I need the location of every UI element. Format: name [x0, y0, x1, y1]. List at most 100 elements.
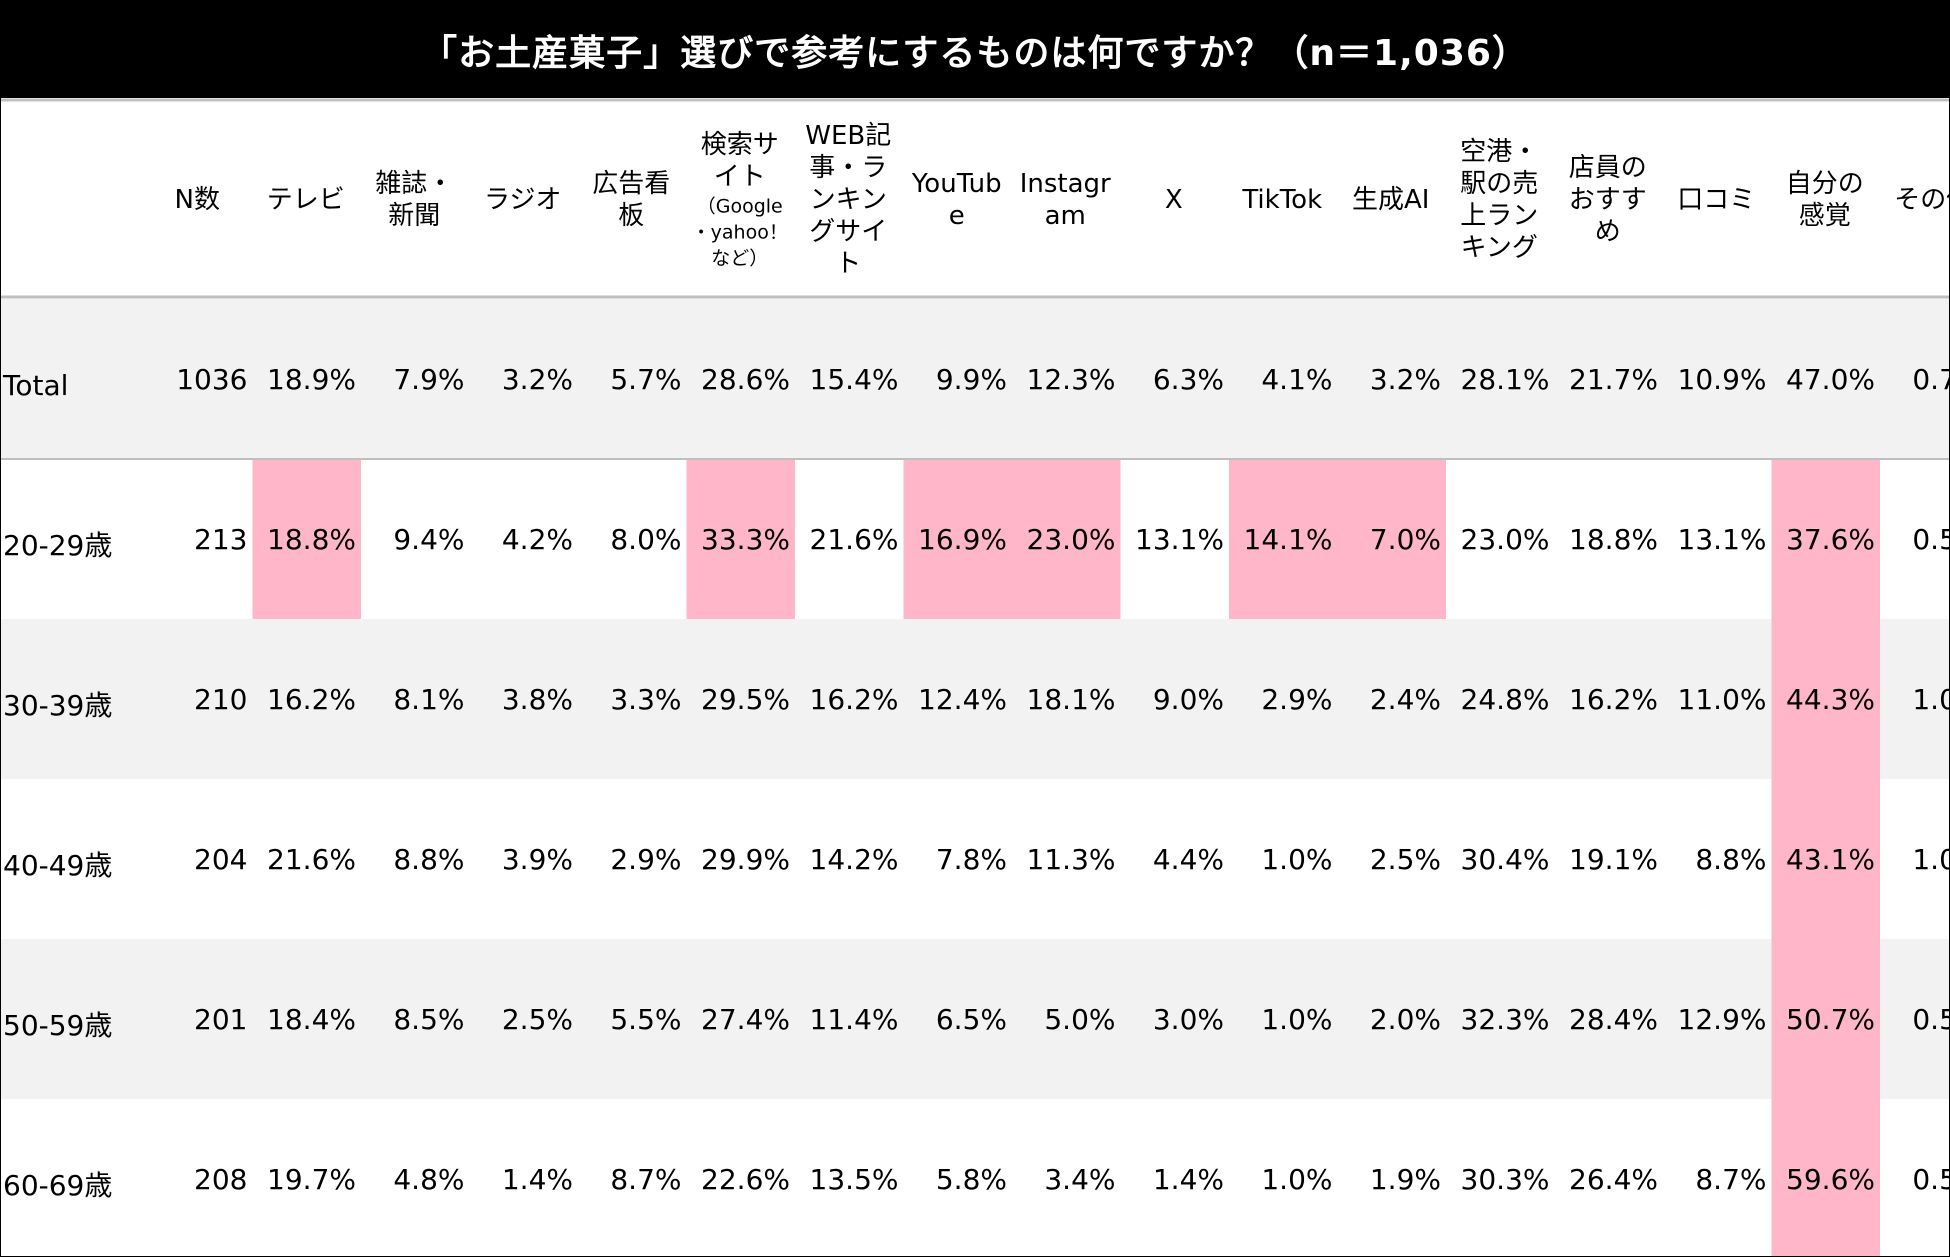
data-cell: 3.4% [1044, 1163, 1115, 1196]
column-header: YouTub [911, 169, 1002, 199]
data-cell: 4.4% [1153, 843, 1224, 876]
data-cell: 3.0% [1153, 1003, 1224, 1036]
data-cell: 204 [194, 843, 247, 876]
data-cell: 43.1% [1786, 843, 1875, 876]
data-cell: 8.7% [610, 1163, 681, 1196]
row-label: 50-59歳 [3, 1009, 112, 1042]
data-cell: 18.4% [267, 1003, 356, 1036]
data-cell: 18.9% [267, 363, 356, 396]
data-cell: 28.6% [701, 363, 790, 396]
data-cell: 13.1% [1135, 523, 1224, 556]
column-header: テレビ [267, 185, 345, 215]
data-cell: 15.4% [810, 363, 899, 396]
data-cell: 12.4% [918, 683, 1007, 716]
data-cell: 22.6% [701, 1163, 790, 1196]
data-cell: 50.7% [1786, 1003, 1875, 1036]
data-cell: 7.8% [936, 843, 1007, 876]
data-cell: 5.7% [610, 363, 681, 396]
data-cell: 21.6% [267, 843, 356, 876]
data-cell: 23.0% [1027, 523, 1116, 556]
data-cell: 24.8% [1461, 683, 1550, 716]
data-cell: 8.7% [1695, 1163, 1766, 1196]
data-cell: 18.8% [1569, 523, 1658, 556]
column-header: N数 [175, 185, 220, 215]
highlight-column [1771, 459, 1880, 1256]
data-cell: 21.7% [1569, 363, 1658, 396]
title-bar: 「お土産菓子」選びで参考にするものは何ですか？（n＝1,036） [1, 1, 1949, 98]
data-cell: 9.9% [936, 363, 1007, 396]
column-header: その他 [1894, 185, 1949, 215]
data-cell: 11.4% [810, 1003, 899, 1036]
column-header: キング [1461, 233, 1538, 263]
column-header: ンキン [810, 185, 887, 215]
data-cell: 8.8% [1695, 843, 1766, 876]
data-cell: 0.5% [1912, 1163, 1949, 1196]
data-cell: 19.7% [267, 1163, 356, 1196]
row-label: 40-49歳 [3, 849, 112, 882]
data-cell: 0.7% [1912, 363, 1949, 396]
data-cell: 28.4% [1569, 1003, 1658, 1036]
data-cell: 1.9% [1370, 1163, 1441, 1196]
data-cell: 0.5% [1912, 523, 1949, 556]
row-label: 20-29歳 [3, 529, 112, 562]
highlight-cell [903, 459, 1012, 619]
column-header: 口コミ [1677, 185, 1755, 215]
data-cell: 4.8% [393, 1163, 464, 1196]
column-header: ・yahoo！ [692, 221, 788, 243]
data-cell: 2.0% [1370, 1003, 1441, 1036]
data-cell: 7.0% [1370, 523, 1441, 556]
data-cell: 2.5% [1370, 843, 1441, 876]
data-cell: 21.6% [810, 523, 899, 556]
column-header: e [949, 201, 965, 231]
data-cell: 3.2% [502, 363, 573, 396]
column-header: め [1595, 217, 1621, 247]
data-cell: 29.5% [701, 683, 790, 716]
data-cell: 1.4% [1153, 1163, 1224, 1196]
data-cell: 13.1% [1678, 523, 1767, 556]
column-header: 広告看 [592, 169, 670, 199]
data-cell: 8.1% [393, 683, 464, 716]
data-cell: 8.0% [610, 523, 681, 556]
data-cell: 1.0% [1261, 1163, 1332, 1196]
data-cell: 1.0% [1912, 683, 1949, 716]
highlight-cell [1337, 459, 1446, 619]
data-cell: 5.8% [936, 1163, 1007, 1196]
column-header: など） [711, 247, 768, 269]
column-header: Instagr [1020, 169, 1111, 199]
data-cell: 1.0% [1912, 843, 1949, 876]
data-cell: 23.0% [1461, 523, 1550, 556]
data-cell: 2.4% [1370, 683, 1441, 716]
data-cell: 0.5% [1912, 1003, 1949, 1036]
column-header: WEB記 [805, 121, 891, 151]
column-header: グサイ [809, 217, 887, 247]
highlight-cell [1229, 459, 1338, 619]
data-cell: 210 [194, 683, 247, 716]
data-cell: 11.3% [1027, 843, 1116, 876]
data-cell: 2.9% [610, 843, 681, 876]
data-cell: 1.0% [1261, 1003, 1332, 1036]
data-cell: 7.9% [393, 363, 464, 396]
data-cell: 27.4% [701, 1003, 790, 1036]
data-cell: 2.5% [502, 1003, 573, 1036]
column-header: 自分の [1786, 169, 1864, 199]
data-cell: 5.5% [610, 1003, 681, 1036]
data-cell: 16.2% [810, 683, 899, 716]
data-cell: 2.9% [1261, 683, 1332, 716]
data-cell: 47.0% [1786, 363, 1875, 396]
column-header: 事・ラ [809, 153, 887, 183]
row-band [1, 939, 1949, 1099]
data-cell: 16.9% [918, 523, 1007, 556]
column-header: ト [835, 249, 861, 279]
data-cell: 201 [194, 1003, 247, 1036]
data-cell: 1.4% [502, 1163, 573, 1196]
row-band [1, 779, 1949, 939]
data-cell: 9.4% [393, 523, 464, 556]
data-cell: 208 [194, 1163, 247, 1196]
data-cell: 6.3% [1153, 363, 1224, 396]
column-header: イト [714, 162, 766, 192]
data-cell: 3.8% [502, 683, 573, 716]
data-cell: 12.9% [1678, 1003, 1767, 1036]
column-header: 上ラン [1460, 201, 1538, 231]
